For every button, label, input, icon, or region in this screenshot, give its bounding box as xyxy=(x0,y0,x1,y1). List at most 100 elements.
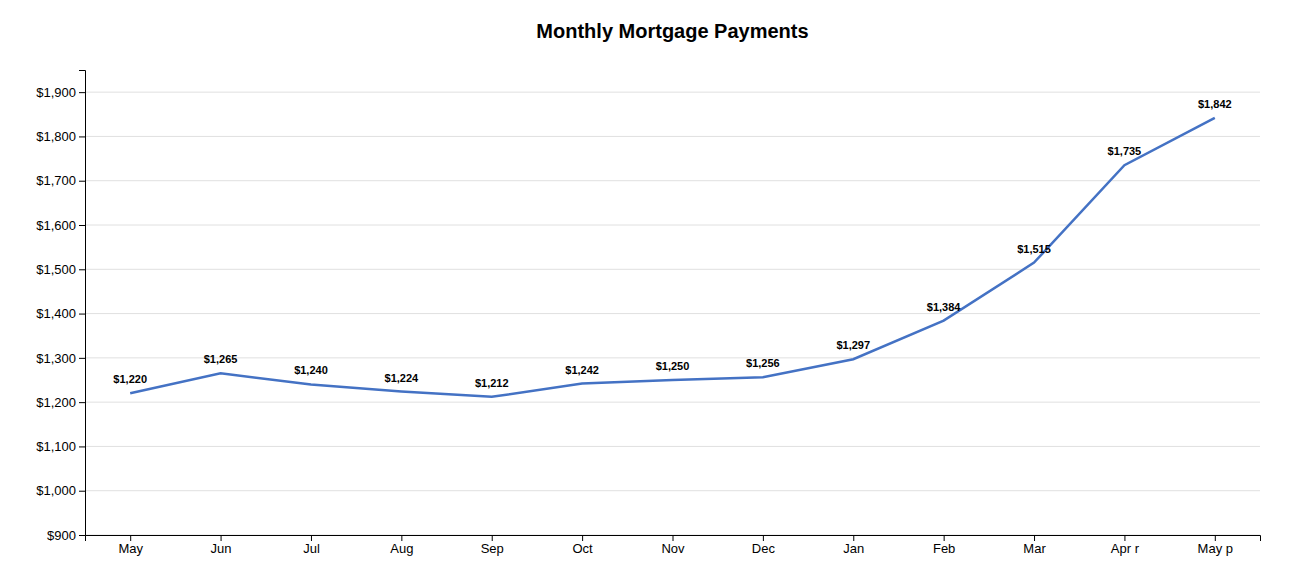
y-tick: $1,600 xyxy=(36,218,85,233)
x-tick: Aug xyxy=(390,535,413,556)
data-label: $1,220 xyxy=(113,373,147,385)
y-tick: $1,300 xyxy=(36,351,85,366)
grid-line xyxy=(85,180,1260,181)
y-axis: $900 $1,000 $1,100 $1,200 $1,300 $1,400 $1,500… xyxy=(36,71,85,543)
x-tick-label: Sep xyxy=(481,541,504,556)
data-label: $1,515 xyxy=(1017,243,1051,255)
grid-line xyxy=(85,402,1260,403)
y-tick: $1,200 xyxy=(36,395,85,410)
y-tick-label: $1,300 xyxy=(36,351,76,366)
data-label: $1,250 xyxy=(656,360,690,372)
y-tick-mark xyxy=(79,446,85,447)
x-tick: Apr r xyxy=(1111,535,1140,556)
grid-line xyxy=(85,490,1260,491)
y-tick-label: $1,600 xyxy=(36,218,76,233)
y-tick-label: $1,800 xyxy=(36,129,76,144)
x-axis: May Jun Jul Aug Sep Oct Nov Dec Jan Feb Mar Apr r Ma… xyxy=(86,535,1261,556)
y-tick-mark xyxy=(79,225,85,226)
grid-line xyxy=(85,313,1260,314)
data-label: $1,265 xyxy=(204,353,238,365)
x-tick-label: Jun xyxy=(211,541,232,556)
data-label: $1,212 xyxy=(475,377,509,389)
x-tick-label: Dec xyxy=(752,541,776,556)
data-label: $1,384 xyxy=(927,301,962,313)
x-tick: Feb xyxy=(933,535,955,556)
x-tick-label: Jan xyxy=(843,541,864,556)
x-tick-label: Feb xyxy=(933,541,955,556)
y-tick: $1,800 xyxy=(36,129,85,144)
x-tick: May p xyxy=(1198,535,1233,556)
y-tick-mark xyxy=(79,92,85,93)
x-tick: Jun xyxy=(211,535,232,556)
chart: $900 $1,000 $1,100 $1,200 $1,300 $1,400 $1,500… xyxy=(0,0,1300,585)
x-tick-mark xyxy=(763,535,764,541)
data-label: $1,240 xyxy=(294,364,328,376)
x-tick-mark xyxy=(311,535,312,541)
grid-line xyxy=(85,136,1260,137)
x-tick: Oct xyxy=(572,535,593,556)
x-tick-mark xyxy=(401,535,402,541)
x-axis-line xyxy=(86,536,1261,542)
marks xyxy=(130,118,1215,397)
y-tick-label: $1,000 xyxy=(36,483,76,498)
x-tick: Dec xyxy=(752,535,776,556)
x-tick-mark xyxy=(1124,535,1125,541)
data-labels: $1,220$1,265$1,240$1,224$1,212$1,242$1,2… xyxy=(113,98,1231,389)
x-tick: Nov xyxy=(661,535,685,556)
x-tick-mark xyxy=(221,535,222,541)
x-tick-mark xyxy=(130,535,131,541)
x-tick-label: May xyxy=(118,541,143,556)
y-axis-line xyxy=(79,71,86,536)
x-tick-mark xyxy=(1215,535,1216,541)
y-tick-mark xyxy=(79,136,85,137)
y-tick-label: $1,500 xyxy=(36,262,76,277)
x-tick-label: May p xyxy=(1198,541,1233,556)
x-tick-label: Nov xyxy=(661,541,685,556)
x-tick-mark xyxy=(492,535,493,541)
y-tick: $1,500 xyxy=(36,262,85,277)
grid xyxy=(85,92,1260,535)
y-tick: $1,700 xyxy=(36,173,85,188)
y-tick-mark xyxy=(79,491,85,492)
y-tick-mark xyxy=(79,402,85,403)
x-tick-label: Apr r xyxy=(1111,541,1140,556)
grid-line xyxy=(85,269,1260,270)
grid-line xyxy=(85,357,1260,358)
x-tick-mark xyxy=(1034,535,1035,541)
data-label: $1,297 xyxy=(836,339,870,351)
x-tick-mark xyxy=(582,535,583,541)
x-tick-mark xyxy=(853,535,854,541)
data-label: $1,735 xyxy=(1108,145,1142,157)
y-tick-mark xyxy=(79,181,85,182)
x-tick-label: Mar xyxy=(1023,541,1046,556)
y-tick-label: $1,700 xyxy=(36,173,76,188)
plot-area: $900 $1,000 $1,100 $1,200 $1,300 $1,400 $1,500… xyxy=(36,71,1260,557)
x-tick: May xyxy=(118,535,143,556)
line xyxy=(130,118,1215,397)
data-label: $1,256 xyxy=(746,357,780,369)
x-tick-mark xyxy=(673,535,674,541)
x-tick: Jan xyxy=(843,535,864,556)
data-label: $1,224 xyxy=(385,372,420,384)
y-tick-label: $1,200 xyxy=(36,395,76,410)
y-tick: $900 xyxy=(47,528,85,543)
grid-line xyxy=(85,225,1260,226)
grid-line xyxy=(85,446,1260,447)
y-tick: $1,400 xyxy=(36,306,85,321)
grid-line xyxy=(85,92,1260,93)
y-tick-label: $1,400 xyxy=(36,306,76,321)
x-tick-label: Jul xyxy=(303,541,320,556)
data-label: $1,842 xyxy=(1198,98,1232,110)
x-tick-label: Oct xyxy=(572,541,593,556)
x-tick: Mar xyxy=(1023,535,1046,556)
x-tick-mark xyxy=(944,535,945,541)
y-tick-label: $900 xyxy=(47,528,76,543)
y-tick-mark xyxy=(79,358,85,359)
y-tick: $1,900 xyxy=(36,85,85,100)
y-tick-label: $1,100 xyxy=(36,439,76,454)
x-tick: Jul xyxy=(303,535,320,556)
y-tick-label: $1,900 xyxy=(36,85,76,100)
x-tick-label: Aug xyxy=(390,541,413,556)
y-tick: $1,100 xyxy=(36,439,85,454)
title: Monthly Mortgage Payments xyxy=(536,20,808,42)
